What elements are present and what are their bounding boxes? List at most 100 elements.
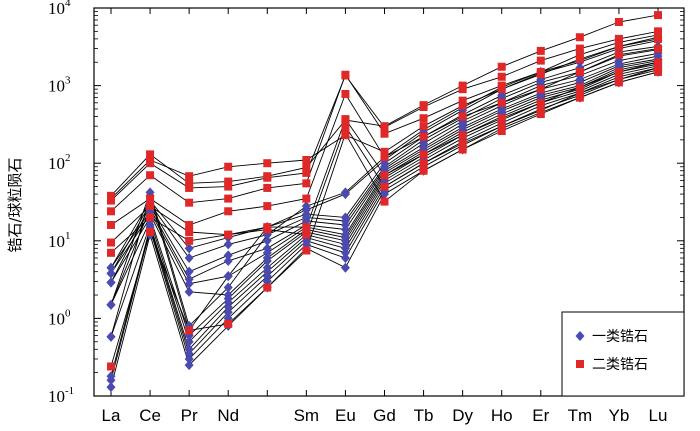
type1-zircon-point	[106, 382, 116, 393]
type2-zircon-point	[146, 213, 155, 222]
y-tick-exponent: 1	[65, 230, 71, 242]
type2-zircon-point	[302, 163, 311, 172]
type2-zircon-point	[224, 182, 233, 191]
type2-zircon-point	[224, 162, 233, 171]
y-tick-base: 10	[48, 77, 65, 96]
x-tick-label: Gd	[373, 406, 396, 425]
x-tick-label: Ho	[491, 406, 513, 425]
type2-zircon-point	[497, 98, 506, 107]
y-tick-exponent: 2	[65, 152, 71, 164]
type1-zircon-point	[106, 268, 116, 279]
type2-zircon-point	[341, 89, 350, 98]
type2-zircon-point	[380, 197, 389, 206]
x-tick-label: Lu	[649, 406, 668, 425]
type2-zircon-point	[458, 139, 467, 148]
type2-zircon-point	[575, 55, 584, 64]
type2-zircon-point	[536, 98, 545, 107]
type2-zircon-point	[380, 122, 389, 131]
type2-zircon-point	[497, 126, 506, 135]
type2-zircon-point	[185, 172, 194, 181]
type1-zircon-point	[184, 336, 194, 347]
type2-zircon-point	[614, 42, 623, 51]
type2-zircon-point	[497, 114, 506, 123]
type2-zircon-point	[575, 93, 584, 102]
sample-markers	[106, 11, 663, 393]
type2-zircon-point	[302, 246, 311, 255]
type2-zircon-point	[263, 283, 272, 292]
type2-zircon-point	[224, 319, 233, 328]
type1-zircon-point	[223, 239, 233, 250]
y-tick-exponent: 4	[65, 0, 71, 9]
x-tick-label: Tm	[568, 406, 593, 425]
type2-zircon-point	[185, 179, 194, 188]
type2-zircon-point	[341, 71, 350, 80]
type2-zircon-point	[185, 198, 194, 207]
type1-zircon-point	[223, 255, 233, 266]
type2-zircon-point	[302, 179, 311, 188]
type2-zircon-point	[224, 194, 233, 203]
type2-zircon-point	[263, 172, 272, 181]
type2-zircon-point	[185, 183, 194, 192]
y-tick-label: 104	[48, 0, 71, 18]
type2-zircon-point	[146, 155, 155, 164]
x-tick-label: Yb	[609, 406, 630, 425]
type1-zircon-point	[184, 286, 194, 297]
type2-zircon-point	[419, 101, 428, 110]
type2-zircon-point	[302, 155, 311, 164]
type2-zircon-point	[380, 129, 389, 138]
legend-marker	[576, 360, 584, 368]
type2-zircon-point	[224, 207, 233, 216]
x-tick-label: Nd	[217, 406, 239, 425]
type2-zircon-point	[654, 11, 662, 20]
type1-zircon-point	[184, 353, 194, 364]
type2-zircon-point	[263, 202, 272, 211]
type2-zircon-point	[107, 220, 115, 229]
type2-zircon-point	[497, 85, 506, 94]
type1-zircon-point	[223, 250, 233, 261]
type2-zircon-point	[263, 159, 272, 168]
type2-zircon-point	[107, 207, 115, 216]
type2-zircon-point	[536, 56, 545, 65]
type2-zircon-point	[654, 27, 662, 36]
type2-zircon-point	[654, 44, 662, 53]
legend-box	[561, 311, 685, 397]
type2-zircon-point	[614, 50, 623, 59]
type1-zircon-point	[106, 371, 116, 382]
x-tick-label: La	[102, 406, 121, 425]
type2-zircon-point	[536, 46, 545, 55]
type1-zircon-point	[184, 243, 194, 254]
x-tick-label: Sm	[294, 406, 320, 425]
type2-zircon-point	[146, 194, 155, 203]
y-tick-base: 10	[48, 154, 65, 173]
type2-zircon-point	[380, 147, 389, 156]
x-tick-label: Dy	[452, 406, 473, 425]
type2-zircon-point	[419, 132, 428, 141]
type2-zircon-point	[614, 18, 623, 27]
type1-zircon-point	[184, 344, 194, 355]
type2-zircon-point	[536, 106, 545, 115]
y-tick-exponent: 0	[65, 307, 71, 319]
type2-zircon-point	[575, 89, 584, 98]
type2-zircon-point	[614, 67, 623, 76]
type2-zircon-point	[575, 50, 584, 59]
x-tick-label: Eu	[335, 406, 356, 425]
type2-zircon-point	[107, 194, 115, 203]
type1-zircon-point	[223, 307, 233, 318]
sample-line	[110, 65, 659, 351]
type2-zircon-point	[536, 85, 545, 94]
legend-marker	[575, 331, 585, 341]
type1-zircon-point	[340, 262, 350, 273]
type1-zircon-point	[223, 290, 233, 301]
type1-zircon-point	[262, 243, 272, 254]
type2-zircon-point	[146, 202, 155, 211]
type2-zircon-point	[654, 58, 662, 67]
type2-zircon-point	[263, 183, 272, 192]
type1-zircon-point	[184, 253, 194, 264]
type2-zircon-point	[497, 72, 506, 81]
type2-zircon-point	[575, 67, 584, 76]
type2-zircon-point	[224, 230, 233, 239]
type2-zircon-point	[497, 122, 506, 131]
x-axis-ticks: La Ce Pr Nd Sm Eu Gd Tb Dy Ho Er Tm Yb Lu	[102, 8, 668, 425]
y-tick-base: 10	[48, 387, 65, 406]
